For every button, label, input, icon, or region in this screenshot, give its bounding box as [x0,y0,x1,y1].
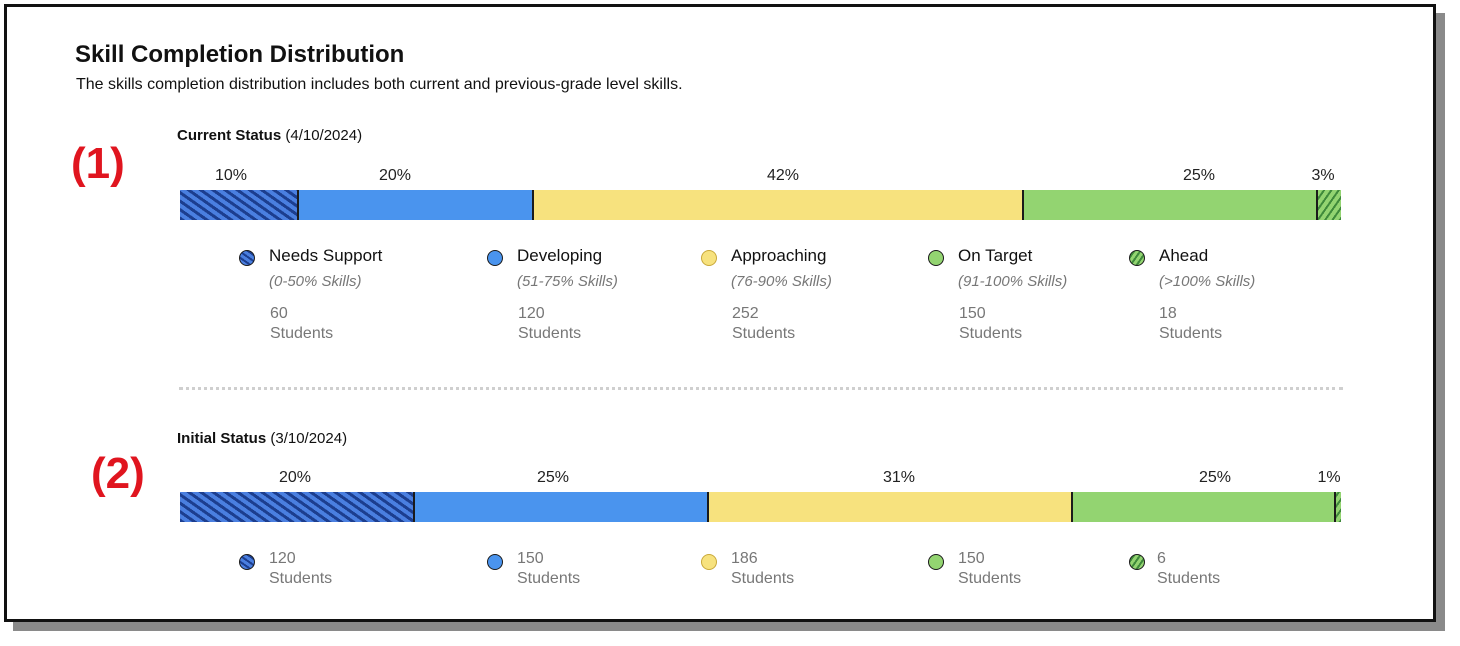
legend-ahead-name: Ahead [1159,246,1209,265]
count-value: 186 [731,550,758,567]
count-value: 120 [518,305,545,322]
initial-status-title: Initial Status [177,430,267,447]
count-unit: Students [517,570,581,587]
page-title: Skill Completion Distribution [75,41,405,68]
legend-developing-name: Developing [517,246,603,265]
initial-count-on-target: 150 Students [958,549,1021,589]
initial-pct-approaching: 31% [882,469,916,486]
count-value: 18 [1159,305,1177,322]
legend-approaching-range: (76-90% Skills) [731,273,832,290]
count-unit: Students [732,325,796,342]
initial-pct-on-target: 25% [1198,469,1232,486]
initial-bar-segment-approaching[interactable] [707,492,1071,522]
current-bar-segment-approaching[interactable] [532,190,1022,220]
count-value: 6 [1157,550,1166,567]
current-status-title: Current Status [177,127,282,144]
count-value: 60 [270,305,288,322]
current-count-needs-support: 60 Students [270,304,333,344]
legend-on-target-range: (91-100% Skills) [958,273,1068,290]
initial-status-bar [180,492,1341,522]
initial-pct-developing: 25% [536,469,570,486]
count-value: 150 [958,550,985,567]
initial-status-label: Initial Status (3/10/2024) [177,430,347,447]
count-value: 150 [517,550,544,567]
current-status-label: Current Status (4/10/2024) [177,127,362,144]
initial-bar-segment-ahead[interactable] [1334,492,1341,522]
section-number-current: (1) [71,139,125,188]
count-unit: Students [1157,570,1221,587]
current-bar-segment-ahead[interactable] [1316,190,1341,220]
approaching-icon [701,554,717,570]
current-pct-needs-support: 10% [214,167,248,184]
current-count-ahead: 18 Students [1159,304,1222,344]
current-pct-approaching: 42% [766,167,800,184]
count-unit: Students [959,325,1023,342]
current-status-bar [180,190,1341,220]
legend-needs-support-range: (0-50% Skills) [269,273,362,290]
legend-approaching-name: Approaching [731,246,827,265]
current-pct-developing: 20% [378,167,412,184]
page-subtitle: The skills completion distribution inclu… [76,76,683,93]
needs-support-icon [239,554,255,570]
initial-count-developing: 150 Students [517,549,580,589]
section-number-initial: (2) [91,449,145,498]
count-value: 120 [269,550,296,567]
current-count-approaching: 252 Students [732,304,795,344]
legend-needs-support-name: Needs Support [269,246,383,265]
initial-bar-segment-on-target[interactable] [1071,492,1334,522]
legend-on-target-name: On Target [958,246,1033,265]
ahead-icon [1129,554,1145,570]
count-unit: Students [269,570,333,587]
legend-developing-range: (51-75% Skills) [517,273,618,290]
needs-support-icon [239,250,255,266]
initial-count-needs-support: 120 Students [269,549,332,589]
current-bar-segment-developing[interactable] [297,190,532,220]
ahead-icon [1129,250,1145,266]
initial-bar-segment-needs-support[interactable] [180,492,413,522]
current-count-on-target: 150 Students [959,304,1022,344]
initial-pct-needs-support: 20% [278,469,312,486]
count-value: 150 [959,305,986,322]
count-unit: Students [518,325,582,342]
current-bar-segment-on-target[interactable] [1022,190,1316,220]
approaching-icon [701,250,717,266]
current-pct-ahead: 3% [1311,167,1335,184]
count-unit: Students [958,570,1022,587]
initial-count-approaching: 186 Students [731,549,794,589]
on-target-icon [928,250,944,266]
count-unit: Students [731,570,795,587]
legend-ahead-range: (>100% Skills) [1159,273,1256,290]
report-panel: Skill Completion Distribution The skills… [4,4,1436,622]
count-unit: Students [1159,325,1223,342]
developing-icon [487,554,503,570]
current-bar-segment-needs-support[interactable] [180,190,297,220]
developing-icon [487,250,503,266]
section-divider [179,387,1343,390]
initial-pct-ahead: 1% [1317,469,1341,486]
count-value: 252 [732,305,759,322]
initial-bar-segment-developing[interactable] [413,492,707,522]
count-unit: Students [270,325,334,342]
current-pct-on-target: 25% [1182,167,1216,184]
on-target-icon [928,554,944,570]
current-status-date: (4/10/2024) [285,127,363,144]
current-count-developing: 120 Students [518,304,581,344]
initial-count-ahead: 6 Students [1157,549,1220,589]
initial-status-date: (3/10/2024) [270,430,348,447]
